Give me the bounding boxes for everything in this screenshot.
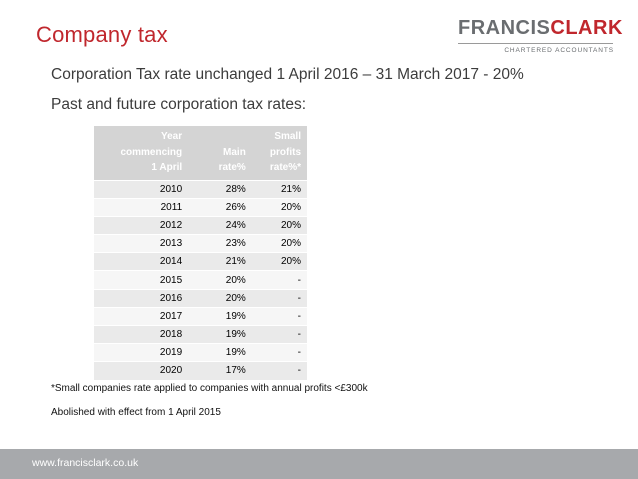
small-rate-cell: -	[251, 361, 307, 381]
table-row: 2010 28% 21%	[94, 180, 307, 199]
table-row: 2020 17% -	[94, 361, 307, 381]
slide-title: Company tax	[36, 22, 168, 47]
footer-bar: www.francisclark.co.uk	[0, 449, 638, 479]
year-cell: 2013	[94, 234, 189, 254]
footnote-small-companies: *Small companies rate applied to compani…	[51, 383, 368, 394]
footnote-abolished: Abolished with effect from 1 April 2015	[51, 407, 221, 418]
header-main-rate: Main rate%	[188, 126, 252, 181]
year-cell: 2012	[94, 216, 189, 236]
small-rate-cell: -	[251, 325, 307, 345]
year-cell: 2017	[94, 307, 189, 327]
year-cell: 2019	[94, 343, 189, 363]
main-rate-cell: 17%	[188, 361, 252, 381]
table-row: 2019 19% -	[94, 343, 307, 363]
year-cell: 2011	[94, 198, 189, 217]
year-cell: 2020	[94, 361, 189, 381]
small-rate-cell: 21%	[251, 180, 307, 199]
table-row: 2013 23% 20%	[94, 234, 307, 254]
main-rate-cell: 20%	[188, 289, 252, 308]
table-header-row: Year commencing 1 April Main rate% Small…	[94, 126, 307, 181]
small-rate-cell: -	[251, 307, 307, 327]
logo-divider	[458, 43, 613, 44]
table-row: 2018 19% -	[94, 325, 307, 345]
small-rate-cell: 20%	[251, 252, 307, 272]
small-rate-cell: 20%	[251, 216, 307, 236]
table-row: 2014 21% 20%	[94, 252, 307, 272]
year-cell: 2014	[94, 252, 189, 272]
footer-website-url: www.francisclark.co.uk	[32, 457, 139, 469]
table-row: 2017 19% -	[94, 307, 307, 327]
header-small-profits-rate: Small profits rate%*	[251, 126, 307, 181]
small-rate-cell: -	[251, 289, 307, 308]
table-row: 2011 26% 20%	[94, 198, 307, 217]
main-rate-cell: 28%	[188, 180, 252, 199]
logo-wordmark: FRANCISCLARK	[458, 17, 622, 39]
small-rate-cell: 20%	[251, 234, 307, 254]
small-rate-cell: -	[251, 270, 307, 290]
table-row: 2016 20% -	[94, 289, 307, 308]
header-year: Year commencing 1 April	[94, 126, 189, 181]
year-cell: 2016	[94, 289, 189, 308]
logo-word-clark: CLARK	[550, 17, 623, 39]
logo-word-francis: FRANCIS	[458, 17, 551, 39]
table-row: 2012 24% 20%	[94, 216, 307, 236]
main-rate-cell: 23%	[188, 234, 252, 254]
francisclark-logo: FRANCISCLARK CHARTERED ACCOUNTANTS	[458, 17, 622, 60]
logo-tagline: CHARTERED ACCOUNTANTS	[504, 47, 614, 54]
main-rate-cell: 20%	[188, 270, 252, 290]
main-rate-cell: 19%	[188, 343, 252, 363]
main-rate-cell: 24%	[188, 216, 252, 236]
table-intro: Past and future corporation tax rates:	[51, 96, 307, 113]
main-rate-cell: 21%	[188, 252, 252, 272]
rate-statement: Corporation Tax rate unchanged 1 April 2…	[51, 66, 524, 83]
year-cell: 2010	[94, 180, 189, 199]
year-cell: 2018	[94, 325, 189, 345]
main-rate-cell: 19%	[188, 325, 252, 345]
year-cell: 2015	[94, 270, 189, 290]
main-rate-cell: 26%	[188, 198, 252, 217]
small-rate-cell: 20%	[251, 198, 307, 217]
main-rate-cell: 19%	[188, 307, 252, 327]
small-rate-cell: -	[251, 343, 307, 363]
tax-rates-table: Year commencing 1 April Main rate% Small…	[94, 126, 307, 381]
table-row: 2015 20% -	[94, 270, 307, 290]
